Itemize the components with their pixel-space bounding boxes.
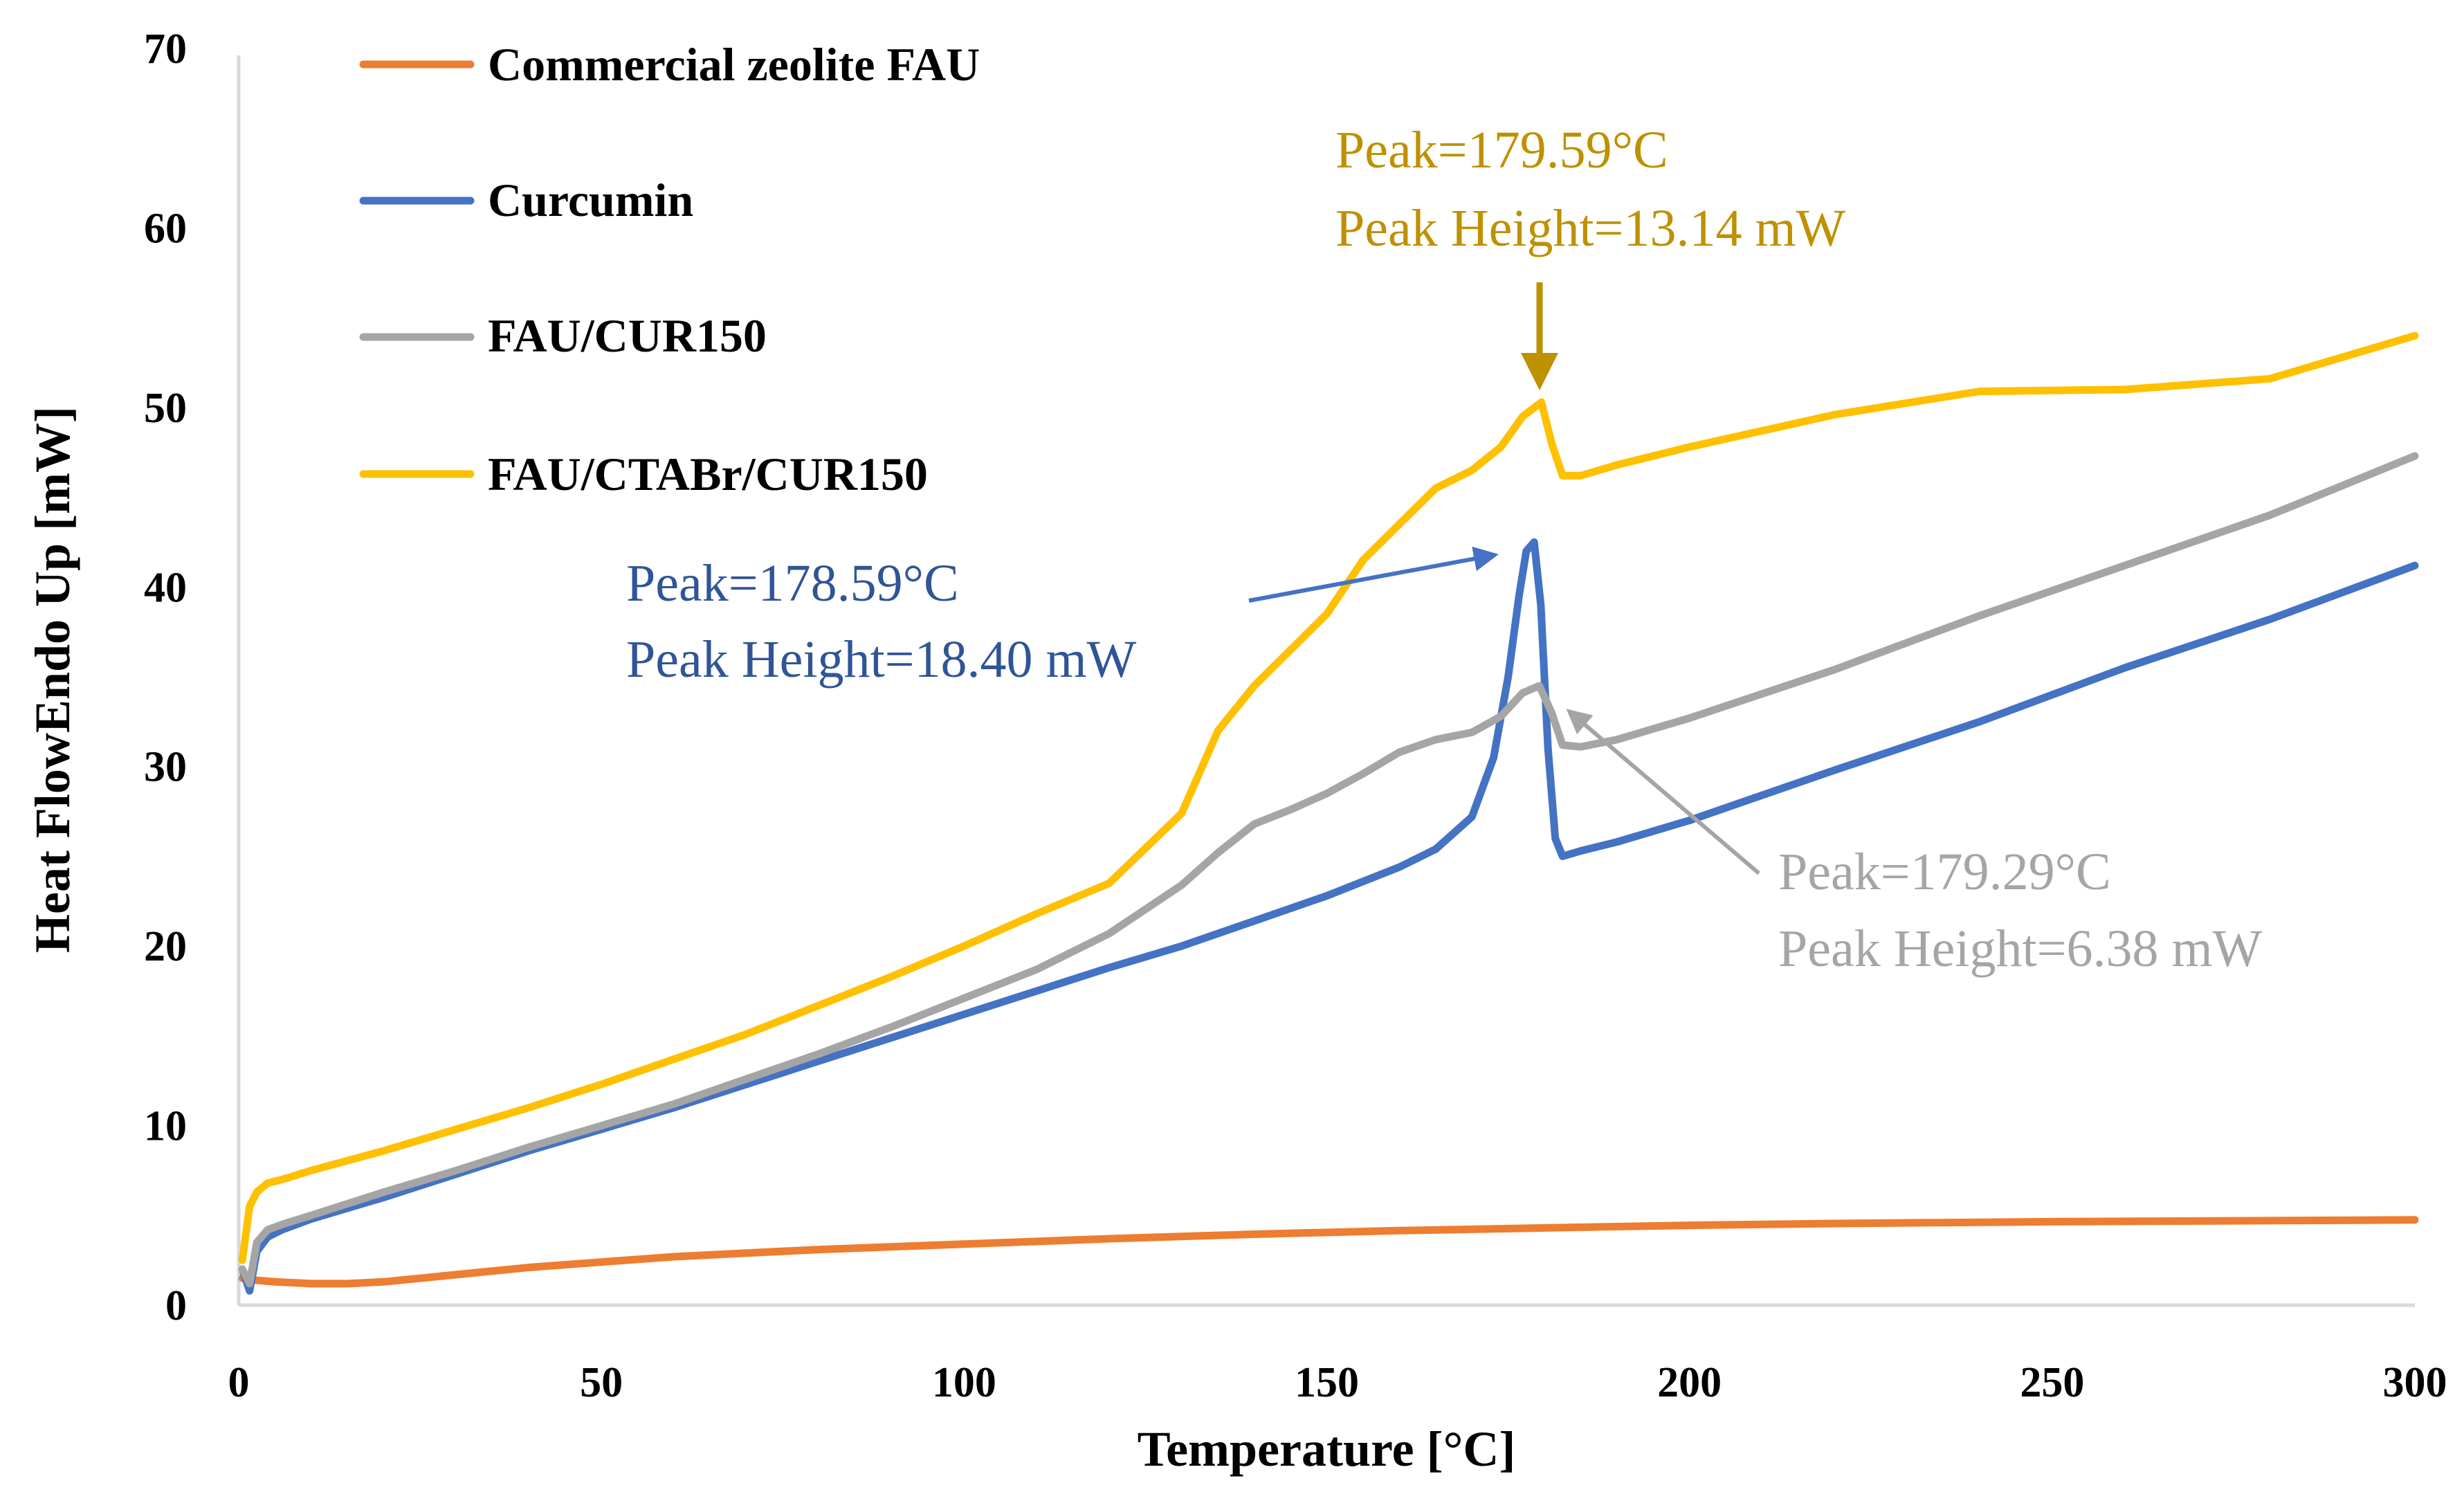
annotation-yellow-line2: Peak Height=13.14 mW — [1335, 199, 1846, 257]
legend-label: Curcumin — [488, 174, 693, 226]
legend-item-commercial-zeolite-fau: Commercial zeolite FAU — [359, 38, 980, 91]
x-axis-title: Temperature [°C] — [1138, 1421, 1516, 1477]
y-tick-label: 50 — [144, 385, 187, 432]
x-tick-label: 250 — [2020, 1359, 2084, 1406]
y-tick-label: 40 — [144, 564, 187, 611]
y-tick-label: 30 — [144, 744, 187, 791]
series-line-fau-ctabr-cur150 — [238, 331, 2419, 1264]
x-tick-label: 50 — [580, 1359, 623, 1406]
legend-label: Commercial zeolite FAU — [488, 38, 980, 91]
annotation-gray-arrow — [1566, 709, 1760, 875]
legend-item-fau-cur150: FAU/CUR150 — [359, 309, 767, 362]
series-line-curcumin — [238, 538, 2419, 1295]
series-lines — [238, 331, 2419, 1295]
y-tick-label: 70 — [144, 26, 187, 73]
y-axis-title: Heat FlowEndo Up [mW] — [25, 406, 80, 953]
legend-label: FAU/CTABr/CUR150 — [488, 448, 928, 500]
legend-label: FAU/CUR150 — [488, 309, 767, 362]
annotation-gray-line2: Peak Height=6.38 mW — [1778, 920, 2263, 978]
legend-item-curcumin: Curcumin — [359, 174, 693, 226]
legend: Commercial zeolite FAU Curcumin FAU/CUR1… — [359, 38, 980, 500]
annotation-blue-line1: Peak=178.59°C — [626, 554, 959, 612]
annotation-blue-peak: Peak=178.59°C Peak Height=18.40 mW — [626, 546, 1499, 689]
y-tick-label: 10 — [144, 1103, 187, 1150]
x-tick-label: 100 — [932, 1359, 996, 1406]
annotation-blue-arrow — [1248, 546, 1499, 603]
y-tick-label: 60 — [144, 205, 187, 252]
annotation-gray-peak: Peak=179.29°C Peak Height=6.38 mW — [1566, 709, 2263, 978]
annotation-gray-line1: Peak=179.29°C — [1778, 843, 2111, 901]
y-tick-label: 0 — [165, 1282, 187, 1329]
x-tick-labels: 0 50 100 150 200 250 300 — [228, 1359, 2447, 1406]
annotation-yellow-line1: Peak=179.59°C — [1335, 121, 1668, 179]
x-tick-label: 300 — [2383, 1359, 2447, 1406]
x-tick-label: 0 — [228, 1359, 250, 1406]
legend-item-fau-ctabr-cur150: FAU/CTABr/CUR150 — [359, 448, 928, 500]
annotation-yellow-peak: Peak=179.59°C Peak Height=13.14 mW — [1335, 121, 1846, 390]
y-tick-labels: 0 10 20 30 40 50 60 70 — [144, 26, 187, 1329]
y-tick-label: 20 — [144, 923, 187, 970]
x-tick-label: 200 — [1657, 1359, 1722, 1406]
series-line-commercial-zeolite-fau — [238, 1216, 2419, 1288]
x-tick-label: 150 — [1295, 1359, 1359, 1406]
annotation-blue-line2: Peak Height=18.40 mW — [626, 630, 1137, 689]
